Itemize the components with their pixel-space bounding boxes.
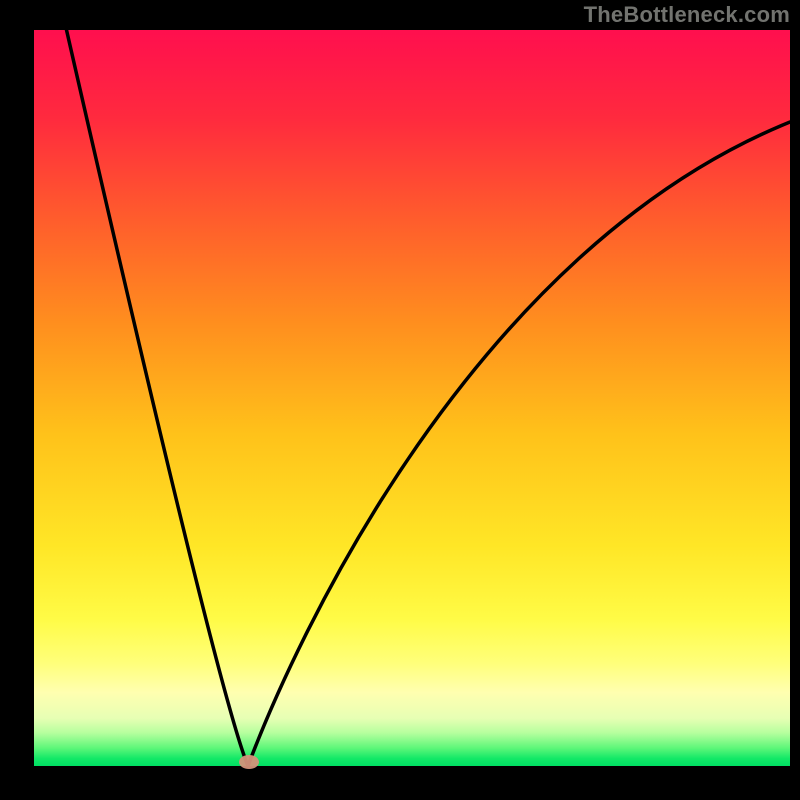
frame-left — [0, 0, 34, 800]
bottleneck-curve — [34, 30, 790, 766]
frame-bottom — [0, 766, 800, 800]
watermark-text: TheBottleneck.com — [584, 2, 790, 28]
optimum-marker — [239, 755, 259, 769]
frame-right — [790, 0, 800, 800]
plot-area — [34, 30, 790, 766]
